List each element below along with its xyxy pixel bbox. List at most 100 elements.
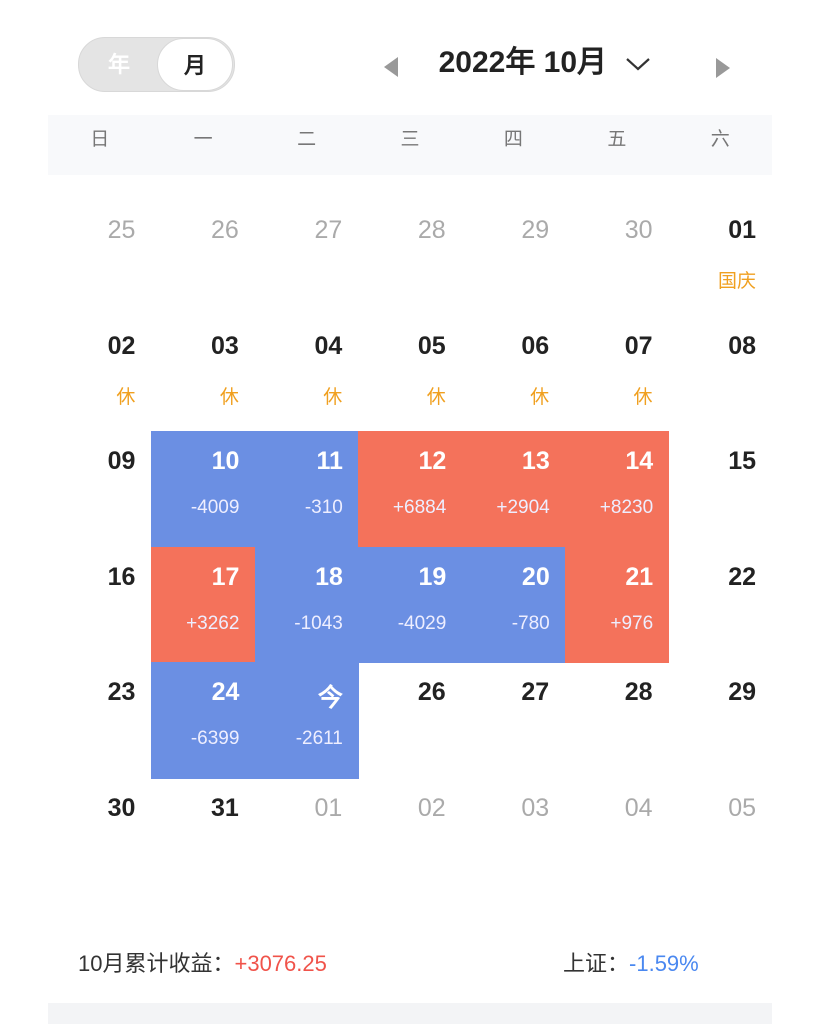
day-cell[interactable]: 01: [255, 778, 358, 894]
day-cell[interactable]: 29: [462, 200, 565, 316]
day-number: 26: [211, 216, 239, 244]
day-cell[interactable]: 25: [48, 200, 151, 316]
day-note: -4029: [397, 612, 447, 634]
summary-label: 10月累计收益：: [78, 951, 235, 976]
day-number: 31: [211, 794, 239, 822]
day-cell[interactable]: 05: [669, 778, 772, 894]
day-cell[interactable]: 06 休: [462, 316, 565, 432]
day-cell[interactable]: 27: [462, 662, 565, 778]
day-number: 05: [417, 331, 446, 360]
day-number: 02: [417, 794, 446, 822]
day-cell[interactable]: 09: [48, 431, 151, 547]
day-cell[interactable]: 16: [48, 547, 151, 663]
day-number: 01: [314, 794, 343, 822]
day-cell[interactable]: 21 +976: [565, 546, 670, 663]
day-note: +2904: [496, 497, 550, 519]
day-note: 休: [219, 386, 239, 408]
day-note: -2611: [295, 728, 343, 750]
day-number: 29: [728, 678, 756, 707]
day-cell[interactable]: 01 国庆: [669, 200, 772, 316]
next-month[interactable]: [712, 55, 734, 81]
day-cell[interactable]: 17 +3262: [151, 546, 256, 663]
day-cell[interactable]: 14 +8230: [565, 431, 670, 548]
day-note: -1043: [294, 612, 343, 634]
day-cell[interactable]: 26: [358, 662, 461, 778]
day-note: 休: [530, 386, 550, 408]
day-note: +976: [610, 612, 654, 634]
day-number: 19: [418, 562, 447, 591]
day-note: 休: [116, 386, 136, 408]
day-number: 07: [624, 331, 653, 360]
day-number: 14: [625, 447, 654, 476]
day-note: -4009: [190, 497, 240, 519]
day-cell[interactable]: 04: [565, 778, 668, 894]
day-number: 18: [315, 562, 343, 591]
day-cell[interactable]: 15: [669, 431, 772, 547]
day-cell[interactable]: 02: [358, 778, 461, 894]
year-option[interactable]: 年: [107, 52, 130, 77]
day-number: 17: [211, 562, 240, 591]
day-number: 30: [624, 216, 653, 244]
index-summary: 上证：-1.59%: [563, 946, 699, 978]
summary-value: +3076.25: [234, 951, 327, 976]
day-cell[interactable]: 23: [48, 662, 151, 778]
day-number: 30: [107, 794, 136, 822]
day-cell[interactable]: 04 休: [255, 316, 358, 432]
title-text: 2022年 10月: [438, 46, 608, 79]
day-number: 10: [211, 447, 240, 476]
monthly-summary: 10月累计收益：+3076.25: [78, 946, 327, 978]
day-cell[interactable]: 31: [151, 778, 254, 894]
day-cell[interactable]: 27: [255, 200, 358, 316]
day-number: 29: [521, 216, 550, 244]
day-cell[interactable]: 30: [565, 200, 668, 316]
year-month-toggle[interactable]: 年 月: [78, 37, 235, 92]
day-number: 20: [521, 562, 550, 591]
day-cell[interactable]: 今 -2611: [254, 662, 359, 779]
prev-month[interactable]: [380, 54, 402, 80]
day-number: 21: [625, 562, 654, 591]
day-cell[interactable]: 29: [669, 662, 772, 778]
day-number: 27: [314, 216, 343, 244]
day-number: 26: [417, 678, 446, 707]
weekday-label: 五: [607, 129, 627, 150]
day-cell[interactable]: 03: [462, 778, 565, 894]
day-note: +6884: [392, 497, 447, 519]
day-cell[interactable]: 20 -780: [461, 546, 566, 663]
day-note: 休: [323, 386, 343, 408]
day-cell[interactable]: 19 -4029: [358, 546, 463, 663]
day-number: 今: [317, 684, 343, 713]
day-number: 03: [211, 331, 239, 360]
day-cell[interactable]: 03 休: [151, 316, 254, 432]
weekday-label: 三: [400, 129, 420, 150]
day-cell[interactable]: 24 -6399: [151, 662, 256, 779]
day-cell[interactable]: 08: [669, 316, 772, 432]
day-number: 13: [521, 447, 550, 476]
day-number: 01: [728, 216, 756, 244]
day-cell[interactable]: 10 -4009: [151, 431, 256, 548]
day-cell[interactable]: 30: [48, 778, 151, 894]
day-cell[interactable]: 22: [669, 547, 772, 663]
day-number: 16: [107, 562, 136, 591]
day-note: -6399: [190, 728, 240, 750]
day-cell[interactable]: 12 +6884: [358, 431, 463, 548]
day-cell[interactable]: 11 -310: [254, 431, 359, 548]
day-cell[interactable]: 05 休: [358, 316, 461, 432]
day-note: -310: [304, 497, 343, 519]
day-cell[interactable]: 28: [565, 662, 668, 778]
day-cell[interactable]: 26: [151, 200, 254, 316]
day-number: 25: [107, 216, 136, 244]
day-cell[interactable]: 07 休: [565, 316, 668, 432]
day-note: -780: [511, 612, 550, 634]
day-cell[interactable]: 13 +2904: [461, 431, 566, 548]
day-note: 休: [426, 386, 446, 408]
day-cell[interactable]: 02 休: [48, 316, 151, 432]
day-cell[interactable]: 18 -1043: [254, 546, 359, 663]
month-option[interactable]: 月: [157, 38, 233, 91]
weekday-label: 二: [297, 129, 317, 150]
month-title[interactable]: 2022年 10月: [400, 42, 690, 84]
day-note: 国庆: [717, 271, 756, 292]
day-number: 28: [624, 678, 653, 707]
day-cell[interactable]: 28: [358, 200, 461, 316]
day-number: 04: [624, 794, 653, 822]
